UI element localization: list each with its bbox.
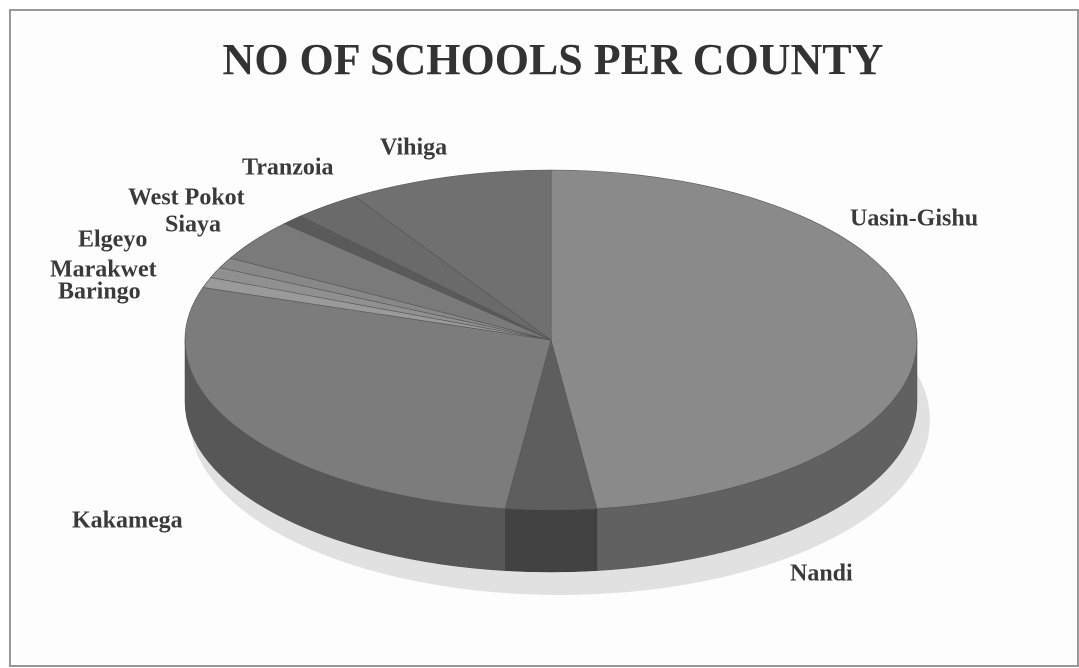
chart-title: NO OF SCHOOLS PER COUNTY: [223, 35, 884, 84]
slice-label: Uasin-Gishu: [850, 206, 978, 232]
slice-label: Tranzoia: [242, 155, 334, 181]
slice-label: Vihiga: [380, 135, 447, 161]
slice-label: West Pokot: [128, 185, 245, 211]
slice-label: Kakamega: [72, 508, 183, 534]
slice-side: [504, 508, 598, 573]
slice-label: Elgeyo: [78, 227, 147, 253]
slice-label: Siaya: [165, 212, 221, 238]
slice-label: Marakwet: [50, 257, 157, 283]
slice: [184, 287, 552, 509]
slice-label: Baringo: [58, 279, 141, 305]
slice: [550, 169, 918, 509]
slice: [354, 169, 552, 341]
slice-label: Nandi: [790, 561, 853, 587]
